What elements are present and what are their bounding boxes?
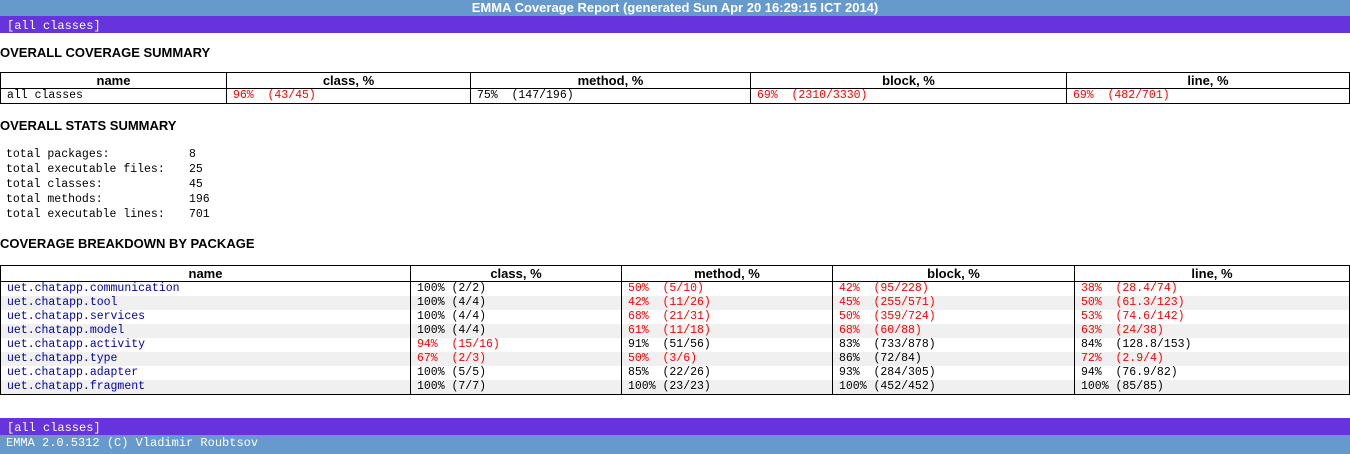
cell-block: 100% (452/452) — [832, 380, 1075, 395]
package-breakdown-table: name class, % method, % block, % line, %… — [0, 265, 1350, 395]
package-link[interactable]: uet.chatapp.services — [0, 310, 411, 324]
cell-method: 50% (5/10) — [621, 281, 833, 296]
package-link[interactable]: uet.chatapp.fragment — [0, 380, 411, 395]
table-row: uet.chatapp.type 67% (2/3) 50% (3/6) 86%… — [0, 352, 1350, 366]
column-header-name: name — [0, 265, 411, 282]
table-row: all classes 96% (43/45) 75% (147/196) 69… — [0, 88, 1350, 104]
cell-class: 94% (15/16) — [410, 338, 622, 352]
column-header-class: class, % — [410, 265, 622, 282]
cell-method: 85% (22/26) — [621, 366, 833, 380]
cell-block: 86% (72/84) — [832, 352, 1075, 366]
cell-line: 84% (128.8/153) — [1074, 338, 1350, 352]
stat-label: total methods: — [6, 193, 103, 206]
cell-block: 83% (733/878) — [832, 338, 1075, 352]
column-header-line: line, % — [1066, 72, 1350, 89]
stat-value: 45 — [189, 178, 203, 191]
column-header-name: name — [0, 72, 227, 89]
cell-class: 67% (2/3) — [410, 352, 622, 366]
stat-label: total packages: — [6, 148, 110, 161]
cell-method: 50% (3/6) — [621, 352, 833, 366]
cell-line: 63% (24/38) — [1074, 324, 1350, 338]
stat-value: 25 — [189, 163, 203, 176]
table-row: uet.chatapp.communication 100% (2/2) 50%… — [0, 281, 1350, 296]
stat-label: total executable files: — [6, 163, 165, 176]
cell-line: 72% (2.9/4) — [1074, 352, 1350, 366]
table-row: uet.chatapp.services 100% (4/4) 68% (21/… — [0, 310, 1350, 324]
stats-list: total packages: 8 total executable files:… — [6, 147, 210, 222]
package-link[interactable]: uet.chatapp.adapter — [0, 366, 411, 380]
package-link[interactable]: uet.chatapp.model — [0, 324, 411, 338]
stat-value: 8 — [189, 148, 196, 161]
cell-method: 68% (21/31) — [621, 310, 833, 324]
column-header-method: method, % — [470, 72, 751, 89]
stat-item: total executable files: 25 — [6, 162, 210, 177]
stat-item: total methods: 196 — [6, 192, 210, 207]
version-footer: EMMA 2.0.5312 (C) Vladimir Roubtsov — [0, 435, 1350, 454]
cell-block: 50% (359/724) — [832, 310, 1075, 324]
table-row: uet.chatapp.fragment 100% (7/7) 100% (23… — [0, 380, 1350, 395]
cell-block: 93% (284/305) — [832, 366, 1075, 380]
cell-name: all classes — [0, 88, 227, 104]
table-row: uet.chatapp.model 100% (4/4) 61% (11/18)… — [0, 324, 1350, 338]
cell-class: 100% (5/5) — [410, 366, 622, 380]
cell-method: 75% (147/196) — [470, 88, 751, 104]
column-header-class: class, % — [226, 72, 471, 89]
cell-method: 61% (11/18) — [621, 324, 833, 338]
stats-summary-heading: OVERALL STATS SUMMARY — [0, 118, 177, 133]
stat-value: 701 — [189, 208, 210, 221]
cell-line: 53% (74.6/142) — [1074, 310, 1350, 324]
all-classes-link[interactable]: [all classes] — [7, 19, 101, 33]
cell-method: 42% (11/26) — [621, 296, 833, 310]
column-header-block: block, % — [832, 265, 1075, 282]
cell-class: 100% (2/2) — [410, 281, 622, 296]
top-nav-bar: [all classes] — [0, 16, 1350, 33]
cell-line: 100% (85/85) — [1074, 380, 1350, 395]
table-header-row: name class, % method, % block, % line, % — [0, 265, 1350, 282]
stat-item: total executable lines: 701 — [6, 207, 210, 222]
package-link[interactable]: uet.chatapp.communication — [0, 281, 411, 296]
cell-method: 91% (51/56) — [621, 338, 833, 352]
cell-block: 42% (95/228) — [832, 281, 1075, 296]
coverage-summary-table: name class, % method, % block, % line, %… — [0, 72, 1350, 104]
cell-line: 94% (76.9/82) — [1074, 366, 1350, 380]
cell-block: 45% (255/571) — [832, 296, 1075, 310]
column-header-block: block, % — [750, 72, 1067, 89]
cell-class: 100% (7/7) — [410, 380, 622, 395]
table-row: uet.chatapp.activity 94% (15/16) 91% (51… — [0, 338, 1350, 352]
package-link[interactable]: uet.chatapp.tool — [0, 296, 411, 310]
stat-value: 196 — [189, 193, 210, 206]
stat-label: total classes: — [6, 178, 103, 191]
table-row: uet.chatapp.tool 100% (4/4) 42% (11/26) … — [0, 296, 1350, 310]
package-link[interactable]: uet.chatapp.activity — [0, 338, 411, 352]
cell-class: 100% (4/4) — [410, 324, 622, 338]
stat-label: total executable lines: — [6, 208, 165, 221]
package-breakdown-heading: COVERAGE BREAKDOWN BY PACKAGE — [0, 236, 255, 251]
cell-line: 38% (28.4/74) — [1074, 281, 1350, 296]
cell-class: 96% (43/45) — [226, 88, 471, 104]
bottom-nav-bar: [all classes] — [0, 418, 1350, 435]
stat-item: total packages: 8 — [6, 147, 210, 162]
cell-line: 50% (61.3/123) — [1074, 296, 1350, 310]
table-header-row: name class, % method, % block, % line, % — [0, 72, 1350, 89]
all-classes-link-bottom[interactable]: [all classes] — [7, 421, 101, 435]
cell-block: 69% (2310/3330) — [750, 88, 1067, 104]
package-link[interactable]: uet.chatapp.type — [0, 352, 411, 366]
report-title: EMMA Coverage Report (generated Sun Apr … — [0, 0, 1350, 16]
column-header-line: line, % — [1074, 265, 1350, 282]
cell-line: 69% (482/701) — [1066, 88, 1350, 104]
column-header-method: method, % — [621, 265, 833, 282]
stat-item: total classes: 45 — [6, 177, 210, 192]
cell-block: 68% (60/88) — [832, 324, 1075, 338]
cell-class: 100% (4/4) — [410, 310, 622, 324]
coverage-summary-heading: OVERALL COVERAGE SUMMARY — [0, 45, 211, 60]
cell-method: 100% (23/23) — [621, 380, 833, 395]
cell-class: 100% (4/4) — [410, 296, 622, 310]
table-row: uet.chatapp.adapter 100% (5/5) 85% (22/2… — [0, 366, 1350, 380]
